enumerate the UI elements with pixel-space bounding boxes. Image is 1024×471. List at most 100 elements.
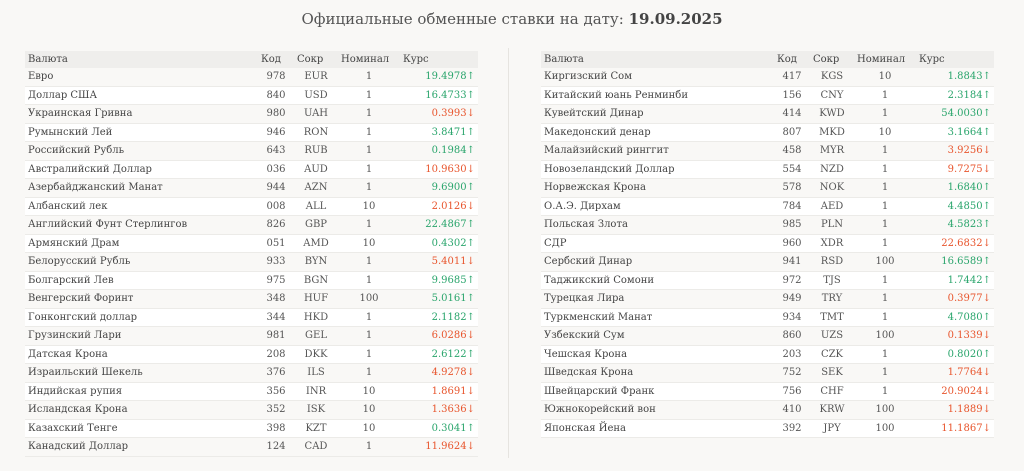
arrow-up-icon: ↑: [982, 348, 991, 360]
currency-rate: 1.7764↓: [916, 363, 994, 383]
currency-nominal: 1: [854, 197, 916, 216]
currency-code: 840: [258, 86, 294, 105]
currency-name: Исландская Крона: [25, 400, 258, 420]
rate-value: 1.3636: [431, 404, 467, 416]
currency-nominal: 10: [854, 68, 916, 87]
currency-name: Японская Йена: [541, 419, 774, 438]
currency-nominal: 1: [854, 234, 916, 253]
currency-code: 208: [258, 345, 294, 364]
title-prefix: Официальные обменные ставки на дату:: [301, 10, 624, 28]
table-row: Австралийский Доллар 036 AUD 1 10.9630↓: [25, 160, 478, 179]
table-row: Канадский Доллар 124 CAD 1 11.9624↓: [25, 437, 478, 457]
currency-rate: 2.6122↑: [400, 345, 478, 364]
arrow-up-icon: ↑: [466, 182, 475, 194]
rates-table-right: Валюта Код Сокр Номинал Курс Киргизский …: [541, 51, 994, 438]
currency-rate: 4.5823↑: [916, 215, 994, 235]
currency-nominal: 1: [338, 178, 400, 198]
rate-value: 1.8691: [431, 385, 467, 397]
table-row: Новозеландский Доллар 554 NZD 1 9.7275↓: [541, 160, 994, 179]
arrow-up-icon: ↑: [982, 311, 991, 323]
currency-rate: 0.4302↑: [400, 234, 478, 253]
currency-short: AMD: [294, 234, 338, 253]
arrow-up-icon: ↑: [466, 145, 475, 157]
table-row: Грузинский Лари 981 GEL 1 6.0286↓: [25, 326, 478, 346]
currency-short: EUR: [294, 68, 338, 87]
currency-code: 156: [774, 86, 810, 105]
currency-name: Узбекский Сум: [541, 326, 774, 346]
rate-value: 6.0286: [431, 330, 467, 342]
currency-rate: 5.4011↓: [400, 252, 478, 272]
currency-short: AED: [810, 197, 854, 216]
currency-name: Грузинский Лари: [25, 326, 258, 346]
table-row: Туркменский Манат 934 TMT 1 4.7080↑: [541, 308, 994, 327]
table-row: Китайский юань Ренминби 156 CNY 1 2.3184↑: [541, 86, 994, 105]
currency-rate: 3.9256↓: [916, 141, 994, 161]
currency-nominal: 1: [854, 382, 916, 401]
rate-value: 2.0126: [431, 200, 467, 212]
currency-nominal: 10: [338, 382, 400, 401]
currency-rate: 0.3041↑: [400, 419, 478, 438]
arrow-down-icon: ↓: [466, 256, 475, 268]
table-row: Доллар США 840 USD 1 16.4733↑: [25, 86, 478, 105]
currency-code: 036: [258, 160, 294, 179]
currency-code: 972: [774, 271, 810, 290]
table-row: Турецкая Лира 949 TRY 1 0.3977↓: [541, 289, 994, 309]
currency-name: Российский Рубль: [25, 141, 258, 161]
table-row: Гонконгский доллар 344 HKD 1 2.1182↑: [25, 308, 478, 327]
currency-rate: 0.8020↑: [916, 345, 994, 364]
rate-value: 9.9685: [431, 274, 467, 286]
table-row: Украинская Гривна 980 UAH 1 0.3993↓: [25, 104, 478, 124]
table-row: Норвежская Крона 578 NOK 1 1.6840↑: [541, 178, 994, 198]
currency-name: Туркменский Манат: [541, 308, 774, 327]
table-header-row: Валюта Код Сокр Номинал Курс: [25, 51, 478, 68]
currency-name: Чешская Крона: [541, 345, 774, 364]
currency-short: RON: [294, 123, 338, 142]
currency-short: AUD: [294, 160, 338, 179]
currency-name: Украинская Гривна: [25, 104, 258, 124]
table-row: Киргизский Сом 417 KGS 10 1.8843↑: [541, 68, 994, 87]
currency-rate: 4.9278↓: [400, 363, 478, 383]
currency-rate: 0.1339↓: [916, 326, 994, 346]
arrow-down-icon: ↓: [466, 385, 475, 397]
currency-code: 860: [774, 326, 810, 346]
rate-value: 1.6840: [947, 182, 983, 194]
currency-nominal: 100: [854, 400, 916, 420]
rate-value: 2.6122: [431, 348, 467, 360]
rate-value: 1.1889: [947, 404, 983, 416]
currency-rate: 16.6589↑: [916, 252, 994, 272]
table-row: Албанский лек 008 ALL 10 2.0126↓: [25, 197, 478, 216]
page-title: Официальные обменные ставки на дату: 19.…: [0, 10, 1024, 28]
currency-nominal: 1: [338, 104, 400, 124]
currency-short: CZK: [810, 345, 854, 364]
currency-code: 784: [774, 197, 810, 216]
currency-short: CNY: [810, 86, 854, 105]
currency-rate: 5.0161↑: [400, 289, 478, 309]
currency-nominal: 1: [854, 86, 916, 105]
currency-short: RSD: [810, 252, 854, 272]
currency-short: TJS: [810, 271, 854, 290]
currency-nominal: 1: [854, 104, 916, 124]
rate-value: 1.7764: [947, 367, 983, 379]
rate-value: 5.4011: [431, 256, 467, 268]
currency-nominal: 1: [338, 68, 400, 87]
currency-short: KWD: [810, 104, 854, 124]
rates-table-left: Валюта Код Сокр Номинал Курс Евро 978 EUR 1…: [25, 51, 478, 457]
currency-name: Канадский Доллар: [25, 437, 258, 457]
currency-short: KRW: [810, 400, 854, 420]
arrow-down-icon: ↓: [982, 367, 991, 379]
arrow-down-icon: ↓: [466, 367, 475, 379]
currency-rate: 6.0286↓: [400, 326, 478, 346]
currency-short: PLN: [810, 215, 854, 235]
currency-short: MYR: [810, 141, 854, 161]
header-code: Код: [774, 51, 810, 68]
table-row: Российский Рубль 643 RUB 1 0.1984↑: [25, 141, 478, 161]
rate-value: 16.6589: [941, 256, 983, 268]
arrow-up-icon: ↑: [982, 200, 991, 212]
currency-short: HUF: [294, 289, 338, 309]
header-currency: Валюта: [25, 51, 258, 68]
arrow-up-icon: ↑: [466, 311, 475, 323]
table-row: Кувейтский Динар 414 KWD 1 54.0030↑: [541, 104, 994, 124]
currency-code: 392: [774, 419, 810, 438]
currency-rate: 1.8843↑: [916, 68, 994, 87]
currency-short: TRY: [810, 289, 854, 309]
